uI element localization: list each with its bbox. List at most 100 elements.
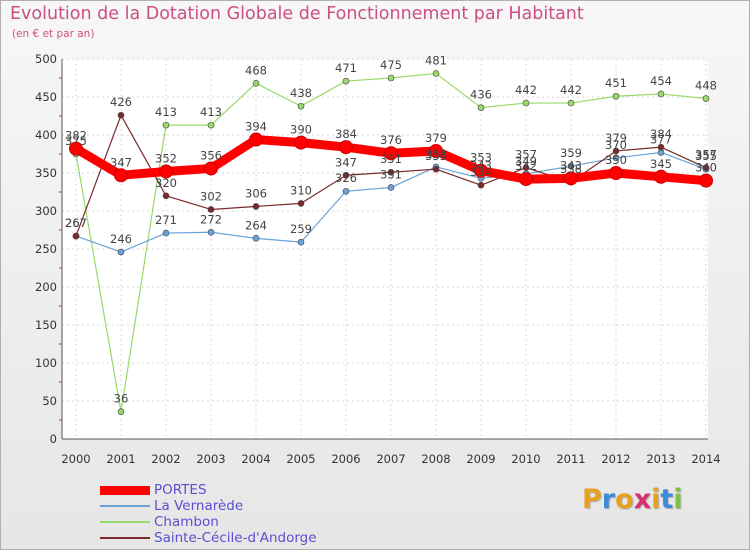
data-point (564, 171, 578, 186)
data-point (474, 163, 488, 178)
data-point (72, 232, 80, 240)
data-label: 342 (515, 159, 537, 173)
legend-label: La Vernarède (154, 498, 244, 514)
x-tick-label: 2002 (151, 452, 180, 466)
data-point (657, 90, 665, 98)
chart-title: Evolution de la Dotation Globale de Fonc… (10, 4, 584, 24)
data-point (252, 235, 260, 242)
data-label: 350 (605, 153, 627, 167)
x-tick-label: 2014 (691, 452, 720, 466)
data-label: 271 (155, 213, 177, 227)
data-point (297, 200, 305, 207)
data-point (612, 147, 620, 155)
x-tick-label: 2006 (331, 452, 360, 466)
data-point (609, 166, 623, 180)
data-label: 394 (245, 120, 267, 134)
data-point (342, 187, 350, 195)
data-point (477, 181, 485, 189)
data-label: 347 (110, 155, 132, 169)
data-point (207, 228, 215, 236)
legend-swatch (100, 505, 150, 507)
data-point (387, 184, 395, 191)
y-tick-label: 400 (35, 128, 57, 142)
data-label: 320 (155, 176, 177, 190)
data-point (477, 104, 485, 111)
data-label: 471 (335, 61, 357, 75)
data-label: 352 (155, 151, 177, 165)
logo-letter: P (582, 484, 602, 515)
data-point (342, 77, 350, 85)
data-label: 353 (470, 151, 492, 165)
data-label: 267 (65, 216, 87, 230)
data-label: 481 (425, 53, 447, 67)
data-label: 379 (605, 131, 627, 145)
data-point (294, 135, 308, 150)
x-tick-label: 2009 (466, 452, 495, 466)
x-tick-label: 2000 (61, 452, 90, 466)
x-tick-label: 2004 (241, 452, 270, 466)
data-point (699, 173, 713, 188)
data-label: 382 (65, 129, 87, 143)
data-point (387, 168, 395, 176)
data-label: 390 (290, 123, 312, 137)
y-tick-label: 100 (35, 356, 57, 370)
data-label: 442 (560, 83, 582, 97)
data-point (612, 92, 620, 100)
data-label: 340 (695, 161, 717, 175)
data-point (162, 192, 170, 200)
data-point (162, 229, 170, 237)
plot-area (62, 59, 708, 439)
data-point (297, 238, 305, 246)
data-label: 451 (605, 76, 627, 90)
line-chart: 0 50 100 150 200 250 300 350 400 450 500 2000 2001 20… (35, 52, 721, 466)
data-label: 438 (290, 86, 312, 100)
data-label: 356 (200, 148, 222, 162)
data-label: 475 (380, 58, 402, 72)
data-point (657, 143, 665, 151)
x-tick-label: 2010 (511, 452, 540, 466)
data-point (429, 143, 443, 158)
data-label: 442 (515, 83, 537, 97)
data-point (567, 99, 575, 107)
data-label: 345 (650, 157, 672, 171)
x-tick-label: 2003 (196, 452, 225, 466)
data-point (702, 164, 710, 171)
data-label: 384 (335, 127, 357, 141)
data-label: 272 (200, 212, 222, 226)
data-point (117, 408, 125, 415)
legend-label: PORTES (154, 482, 207, 498)
data-label: 413 (155, 105, 177, 119)
data-point (519, 172, 533, 187)
data-point (384, 146, 398, 161)
data-label: 436 (470, 88, 492, 102)
data-label: 302 (200, 189, 222, 203)
data-label: 468 (245, 63, 267, 77)
legend-swatch (100, 537, 150, 539)
y-tick-label: 500 (35, 52, 57, 66)
data-point (114, 168, 128, 183)
data-label: 454 (650, 74, 672, 88)
logo-letter: r (601, 484, 616, 515)
data-label: 331 (380, 167, 402, 181)
chart-subtitle: (en € et par an) (12, 28, 95, 40)
y-tick-label: 450 (35, 90, 57, 104)
data-point (159, 164, 173, 179)
data-label: 384 (650, 127, 672, 141)
data-point (69, 141, 83, 156)
data-label: 357 (695, 148, 717, 162)
data-label: 267 (65, 216, 87, 230)
y-tick-label: 50 (42, 394, 57, 408)
data-point (117, 111, 125, 119)
x-tick-label: 2001 (106, 452, 135, 466)
data-label: 310 (290, 183, 312, 197)
data-label: 413 (200, 105, 222, 119)
data-point (387, 74, 395, 82)
data-point (162, 121, 170, 129)
data-point (297, 102, 305, 110)
data-label: 358 (425, 147, 447, 161)
logo-letter: t (660, 484, 674, 515)
data-point (612, 154, 620, 162)
data-label: 349 (515, 154, 537, 168)
legend-label: Chambon (154, 514, 219, 530)
data-point (252, 80, 260, 87)
